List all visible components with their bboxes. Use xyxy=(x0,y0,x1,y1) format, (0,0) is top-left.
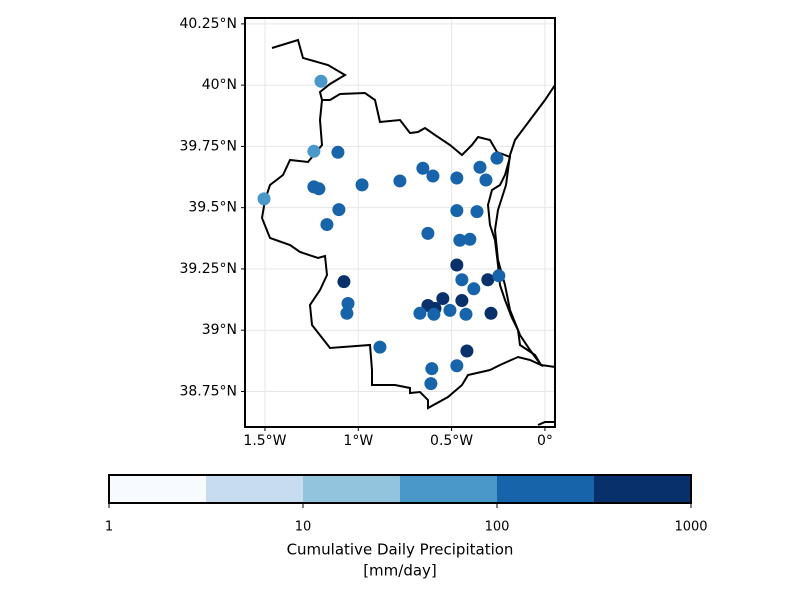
station-point xyxy=(492,269,506,283)
colorbar-segment xyxy=(594,475,692,503)
station-point xyxy=(425,362,439,376)
station-point xyxy=(463,232,477,246)
station-point xyxy=(450,258,464,272)
y-tick-label: 40°N xyxy=(202,77,237,93)
station-point xyxy=(427,307,441,321)
station-point xyxy=(450,171,464,185)
station-point xyxy=(332,203,346,217)
station-point xyxy=(312,182,326,196)
colorbar-label: [mm/day] xyxy=(363,562,437,580)
x-tick-label: 1.5°W xyxy=(243,433,286,449)
station-point xyxy=(320,218,334,232)
y-tick-label: 39.25°N xyxy=(179,261,237,277)
y-tick-label: 39.5°N xyxy=(188,200,237,216)
station-point xyxy=(393,174,407,188)
colorbar-tick-label: 100 xyxy=(485,520,510,535)
station-point xyxy=(413,306,427,320)
station-point xyxy=(470,205,484,219)
colorbar-label: Cumulative Daily Precipitation xyxy=(287,541,514,559)
colorbar-segment xyxy=(109,475,207,503)
colorbar-segment xyxy=(400,475,498,503)
y-tick-label: 39°N xyxy=(202,322,237,338)
station-point xyxy=(473,160,487,174)
station-point xyxy=(314,74,328,88)
colorbar-segment xyxy=(206,475,304,503)
station-point xyxy=(307,144,321,158)
y-tick-label: 40.25°N xyxy=(179,16,237,32)
station-point xyxy=(460,344,474,358)
station-point xyxy=(459,307,473,321)
station-point xyxy=(426,169,440,183)
station-point xyxy=(450,359,464,373)
x-tick-label: 0.5°W xyxy=(430,433,473,449)
station-point xyxy=(481,273,495,287)
station-point xyxy=(421,226,435,240)
station-point xyxy=(490,151,504,165)
station-point xyxy=(373,340,387,354)
colorbar-tick-label: 1000 xyxy=(674,520,707,535)
station-point xyxy=(257,192,271,206)
station-point xyxy=(453,233,467,247)
station-point xyxy=(467,282,481,296)
colorbar-segment xyxy=(303,475,401,503)
y-tick-label: 39.75°N xyxy=(179,138,237,154)
station-point xyxy=(331,145,345,159)
station-point xyxy=(484,306,498,320)
station-point xyxy=(436,292,450,306)
station-point xyxy=(355,178,369,192)
region-boundary xyxy=(260,38,556,426)
map-frame xyxy=(244,17,556,428)
colorbar-tick-label: 1 xyxy=(105,520,113,535)
x-tick-label: 0° xyxy=(537,433,553,449)
station-point xyxy=(443,303,457,317)
station-point xyxy=(340,306,354,320)
x-tick-label: 1°W xyxy=(343,433,373,449)
y-tick-label: 38.75°N xyxy=(179,383,237,399)
colorbar-frame xyxy=(108,474,692,504)
station-point xyxy=(455,294,469,308)
colorbar-segment xyxy=(497,475,595,503)
station-point xyxy=(416,161,430,175)
station-point xyxy=(455,273,469,287)
colorbar-tick-label: 10 xyxy=(295,520,312,535)
station-point xyxy=(479,173,493,187)
station-point xyxy=(424,377,438,391)
station-point xyxy=(450,204,464,218)
station-point xyxy=(337,275,351,289)
station-point xyxy=(341,296,355,310)
